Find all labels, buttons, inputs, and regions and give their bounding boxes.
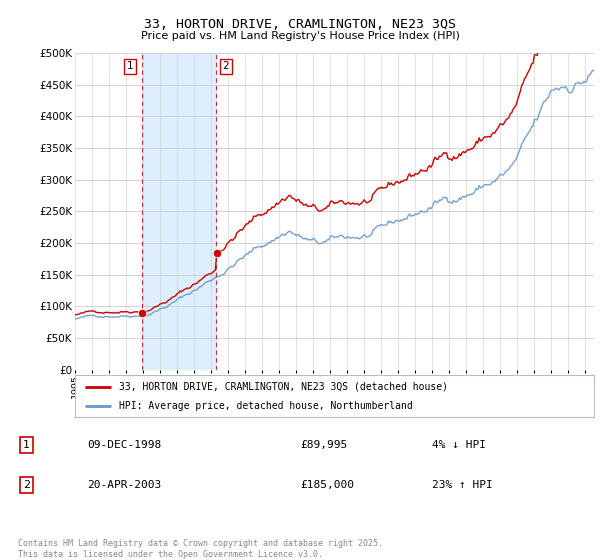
Text: £89,995: £89,995: [300, 440, 347, 450]
Bar: [142, 53, 216, 370]
Text: 20-APR-2003: 20-APR-2003: [87, 479, 161, 489]
Text: 33, HORTON DRIVE, CRAMLINGTON, NE23 3QS (detached house): 33, HORTON DRIVE, CRAMLINGTON, NE23 3QS …: [119, 381, 448, 391]
Text: 09-DEC-1998: 09-DEC-1998: [87, 440, 161, 450]
Text: 2: 2: [222, 61, 229, 71]
Text: 2: 2: [23, 479, 30, 489]
Text: 33, HORTON DRIVE, CRAMLINGTON, NE23 3QS: 33, HORTON DRIVE, CRAMLINGTON, NE23 3QS: [144, 18, 456, 31]
Text: 1: 1: [23, 440, 30, 450]
Text: HPI: Average price, detached house, Northumberland: HPI: Average price, detached house, Nort…: [119, 401, 413, 411]
Text: Price paid vs. HM Land Registry's House Price Index (HPI): Price paid vs. HM Land Registry's House …: [140, 31, 460, 41]
Text: £185,000: £185,000: [300, 479, 354, 489]
Text: 1: 1: [127, 61, 133, 71]
Text: 23% ↑ HPI: 23% ↑ HPI: [433, 479, 493, 489]
Text: 4% ↓ HPI: 4% ↓ HPI: [433, 440, 487, 450]
Text: Contains HM Land Registry data © Crown copyright and database right 2025.
This d: Contains HM Land Registry data © Crown c…: [18, 539, 383, 559]
